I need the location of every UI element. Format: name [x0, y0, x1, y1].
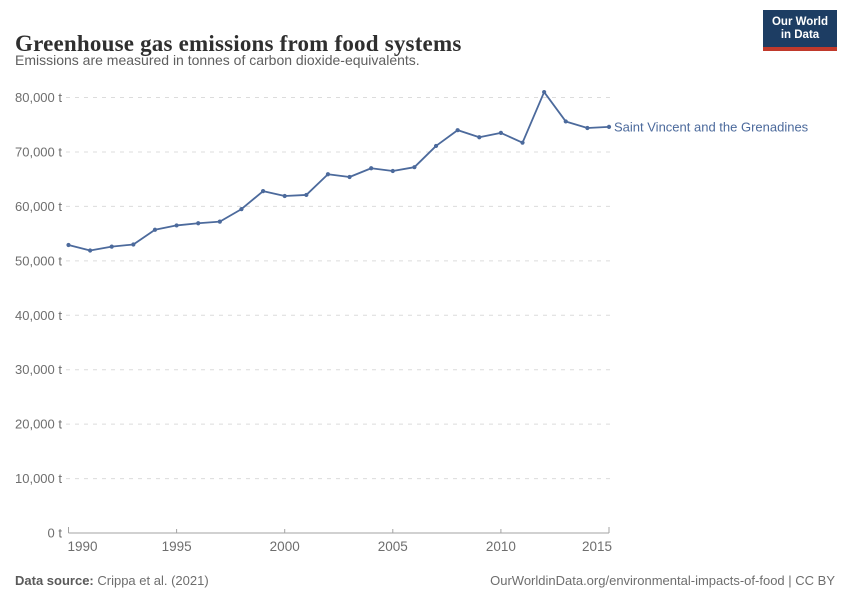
data-point[interactable]	[563, 119, 568, 124]
y-axis-tick-label: 60,000 t	[15, 199, 62, 214]
y-axis-tick-label: 70,000 t	[15, 144, 62, 159]
x-axis-tick-label: 2015	[582, 539, 612, 554]
data-point[interactable]	[109, 244, 114, 249]
data-point[interactable]	[239, 206, 244, 212]
data-point[interactable]	[325, 172, 331, 177]
data-point[interactable]	[347, 174, 352, 180]
data-point[interactable]	[217, 219, 222, 224]
trend-line[interactable]	[68, 91, 610, 252]
y-axis-tick-label: 80,000 t	[15, 90, 62, 105]
data-point[interactable]	[196, 221, 201, 226]
data-point[interactable]	[304, 192, 309, 198]
data-point[interactable]	[606, 124, 612, 129]
data-point[interactable]	[498, 130, 503, 135]
owid-logo-line1: Our World	[771, 16, 828, 28]
data-point[interactable]	[174, 223, 179, 228]
x-axis-tick-label: 1995	[162, 539, 192, 554]
y-axis-tick-label: 0 t	[48, 526, 63, 541]
entity-label[interactable]: Saint Vincent and the Grenadines	[614, 119, 809, 134]
owid-logo[interactable]: Our World in Data	[763, 10, 837, 51]
data-point[interactable]	[520, 140, 525, 145]
owid-logo-line2: in Data	[780, 29, 820, 41]
data-point[interactable]	[260, 189, 266, 194]
data-point[interactable]	[585, 125, 590, 131]
page-title: Greenhouse gas emissions from food syste…	[15, 31, 462, 57]
data-point[interactable]	[542, 89, 547, 95]
data-point[interactable]	[369, 166, 374, 171]
data-source-value: Crippa et al. (2021)	[93, 573, 209, 588]
y-axis-tick-label: 40,000 t	[15, 308, 62, 323]
x-axis-tick-label: 2005	[378, 539, 408, 554]
x-axis-tick-label: 2000	[270, 539, 300, 554]
x-axis-tick-label: 2010	[486, 539, 516, 554]
y-axis-tick-label: 10,000 t	[15, 471, 62, 486]
data-point[interactable]	[66, 242, 71, 248]
data-point[interactable]	[88, 248, 93, 253]
chart-subtitle: Emissions are measured in tonnes of carb…	[15, 52, 420, 68]
data-point[interactable]	[412, 165, 417, 170]
y-axis-tick-label: 30,000 t	[15, 362, 62, 377]
data-point[interactable]	[131, 242, 136, 247]
data-point[interactable]	[390, 168, 395, 174]
x-axis-tick-label: 1990	[68, 539, 98, 554]
data-point[interactable]	[455, 128, 460, 133]
data-point[interactable]	[152, 227, 158, 232]
data-source-note: Data source: Crippa et al. (2021)	[15, 573, 209, 588]
data-point[interactable]	[282, 193, 287, 199]
data-point[interactable]	[477, 135, 482, 140]
chart-footer: Data source: Crippa et al. (2021) OurWor…	[0, 573, 850, 588]
y-axis-tick-label: 50,000 t	[15, 253, 62, 268]
data-source-label: Data source:	[15, 573, 94, 588]
license-url-note[interactable]: OurWorldinData.org/environmental-impacts…	[490, 573, 835, 588]
data-point[interactable]	[433, 143, 439, 149]
y-axis-tick-label: 20,000 t	[15, 417, 62, 432]
